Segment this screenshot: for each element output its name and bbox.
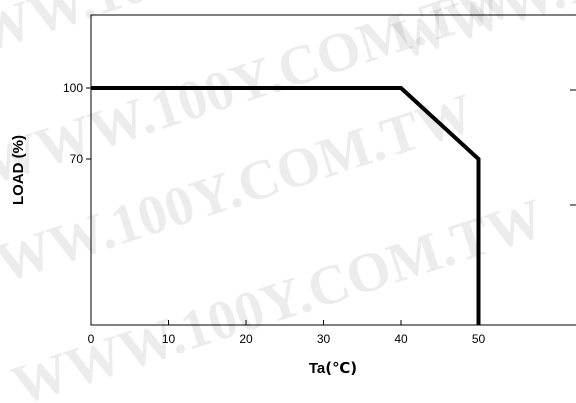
x-axis-label: Ta: [309, 360, 326, 377]
x-axis-title: Ta(℃): [309, 359, 357, 377]
x-tick-label: 10: [162, 332, 176, 346]
y-axis-ticks: 100 70: [63, 81, 91, 166]
x-axis-unit: (℃): [325, 359, 357, 377]
x-tick-label: 30: [317, 332, 331, 346]
y-tick-label: 100: [63, 81, 83, 95]
derating-curve: [91, 86, 481, 325]
plot-area-frame: [90, 14, 576, 326]
y-axis-title: LOAD (%): [10, 135, 27, 205]
right-axis-ticks: [570, 89, 576, 206]
series-layer: [91, 86, 481, 325]
x-tick-label: 50: [472, 332, 486, 346]
x-axis-ticks: 0 10 20 30 40 50: [88, 320, 486, 346]
x-tick-label: 0: [88, 332, 95, 346]
watermark-text: WWW.100Y.COM.TW: [385, 0, 576, 72]
x-tick-label: 40: [394, 332, 408, 346]
x-tick-label: 20: [239, 332, 253, 346]
y-tick-label: 70: [70, 152, 84, 166]
